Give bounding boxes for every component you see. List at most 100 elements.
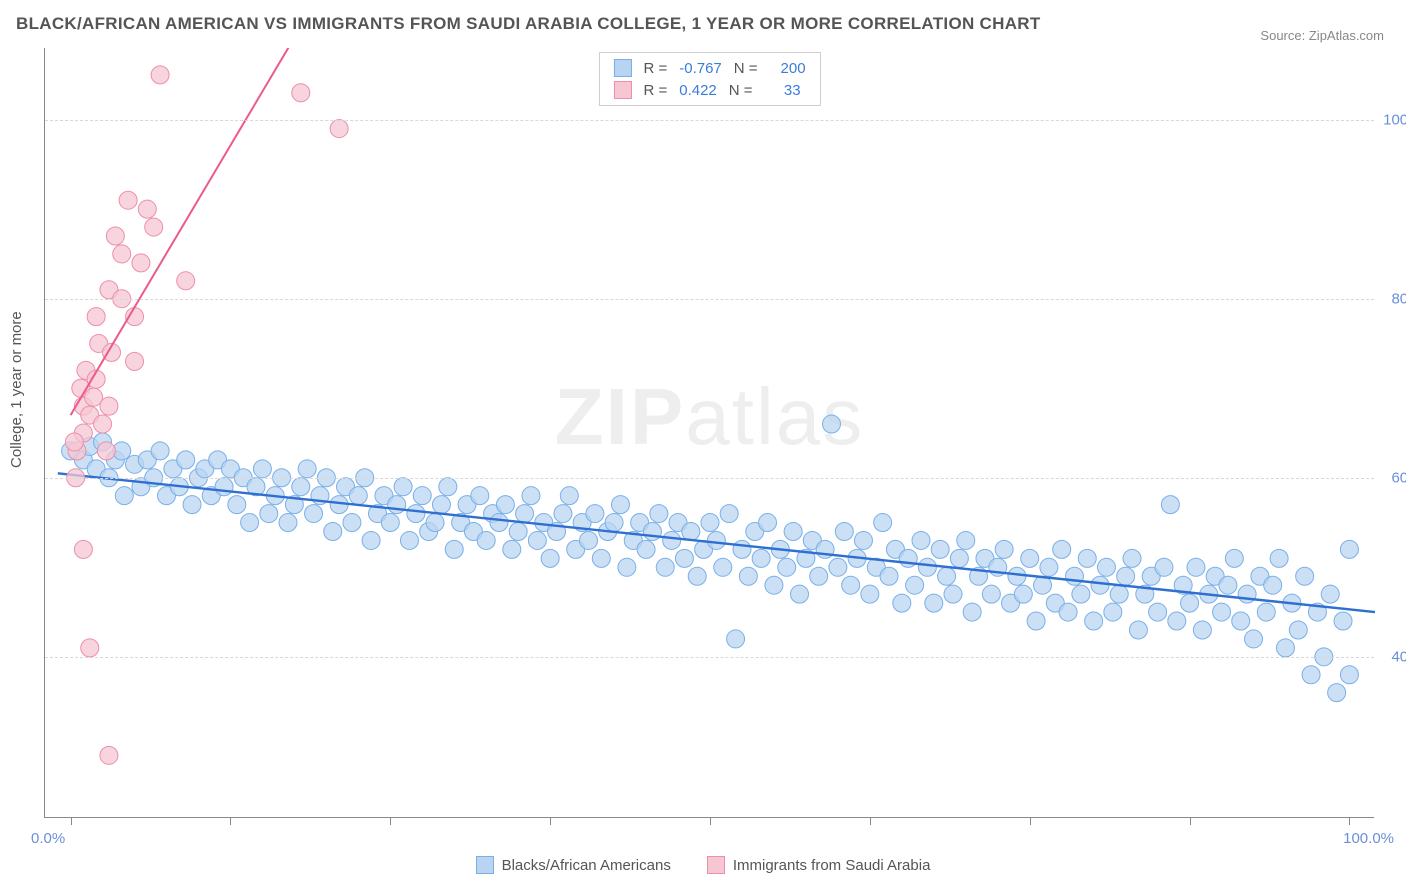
data-point <box>810 567 828 585</box>
data-point <box>950 549 968 567</box>
grid-line <box>45 478 1374 479</box>
data-point <box>854 531 872 549</box>
data-point <box>1264 576 1282 594</box>
data-point <box>1021 549 1039 567</box>
data-point <box>560 487 578 505</box>
legend-item: Blacks/African Americans <box>476 856 671 874</box>
y-tick-label: 40.0% <box>1378 648 1406 665</box>
data-point <box>1065 567 1083 585</box>
bottom-legend: Blacks/African Americans Immigrants from … <box>0 856 1406 874</box>
r-value: -0.767 <box>679 60 722 77</box>
source-label: Source: <box>1260 28 1305 43</box>
grid-line <box>45 120 1374 121</box>
data-point <box>1091 576 1109 594</box>
data-point <box>432 496 450 514</box>
data-point <box>260 505 278 523</box>
data-point <box>682 522 700 540</box>
legend-swatch <box>476 856 494 874</box>
data-point <box>292 84 310 102</box>
data-point <box>1213 603 1231 621</box>
data-point <box>1123 549 1141 567</box>
x-tick <box>390 817 391 825</box>
data-point <box>842 576 860 594</box>
data-point <box>305 505 323 523</box>
data-point <box>516 505 534 523</box>
x-tick <box>550 817 551 825</box>
data-point <box>151 66 169 84</box>
legend-label: Immigrants from Saudi Arabia <box>733 857 931 874</box>
data-point <box>944 585 962 603</box>
r-label: R = <box>643 82 667 99</box>
data-point <box>1321 585 1339 603</box>
grid-line <box>45 299 1374 300</box>
data-point <box>177 451 195 469</box>
data-point <box>503 540 521 558</box>
data-point <box>1161 496 1179 514</box>
data-point <box>119 191 137 209</box>
x-tick <box>1030 817 1031 825</box>
n-label: N = <box>729 82 753 99</box>
data-point <box>778 558 796 576</box>
data-point <box>605 514 623 532</box>
data-point <box>115 487 133 505</box>
data-point <box>918 558 936 576</box>
x-tick <box>71 817 72 825</box>
data-point <box>791 585 809 603</box>
stat-row: R =-0.767N =200 <box>599 57 819 79</box>
n-label: N = <box>734 60 758 77</box>
data-point <box>765 576 783 594</box>
data-point <box>1053 540 1071 558</box>
data-point <box>1270 549 1288 567</box>
data-point <box>477 531 495 549</box>
data-point <box>407 505 425 523</box>
data-point <box>1232 612 1250 630</box>
data-point <box>509 522 527 540</box>
data-point <box>138 200 156 218</box>
data-point <box>349 487 367 505</box>
data-point <box>733 540 751 558</box>
data-point <box>963 603 981 621</box>
data-point <box>298 460 316 478</box>
data-point <box>925 594 943 612</box>
r-value: 0.422 <box>679 82 717 99</box>
x-tick <box>870 817 871 825</box>
data-point <box>183 496 201 514</box>
data-point <box>650 505 668 523</box>
data-point <box>85 388 103 406</box>
y-tick-label: 100.0% <box>1378 111 1406 128</box>
data-point <box>490 514 508 532</box>
data-point <box>1085 612 1103 630</box>
data-point <box>106 227 124 245</box>
data-point <box>874 514 892 532</box>
source-value: ZipAtlas.com <box>1309 28 1384 43</box>
data-point <box>656 558 674 576</box>
data-point <box>1193 621 1211 639</box>
data-point <box>995 540 1013 558</box>
data-point <box>343 514 361 532</box>
scatter-svg <box>45 48 1375 818</box>
data-point <box>528 531 546 549</box>
legend-swatch <box>707 856 725 874</box>
data-point <box>554 505 572 523</box>
data-point <box>94 415 112 433</box>
y-tick-label: 80.0% <box>1378 290 1406 307</box>
data-point <box>151 442 169 460</box>
data-point <box>279 514 297 532</box>
data-point <box>906 576 924 594</box>
data-point <box>439 478 457 496</box>
data-point <box>445 540 463 558</box>
series-swatch <box>613 59 631 77</box>
data-point <box>1296 567 1314 585</box>
data-point <box>1340 666 1358 684</box>
data-point <box>1097 558 1115 576</box>
data-point <box>426 514 444 532</box>
data-point <box>688 567 706 585</box>
x-tick <box>230 817 231 825</box>
x-tick <box>1190 817 1191 825</box>
data-point <box>1040 558 1058 576</box>
data-point <box>739 567 757 585</box>
data-point <box>931 540 949 558</box>
data-point <box>1104 603 1122 621</box>
data-point <box>228 496 246 514</box>
series-swatch <box>613 81 631 99</box>
